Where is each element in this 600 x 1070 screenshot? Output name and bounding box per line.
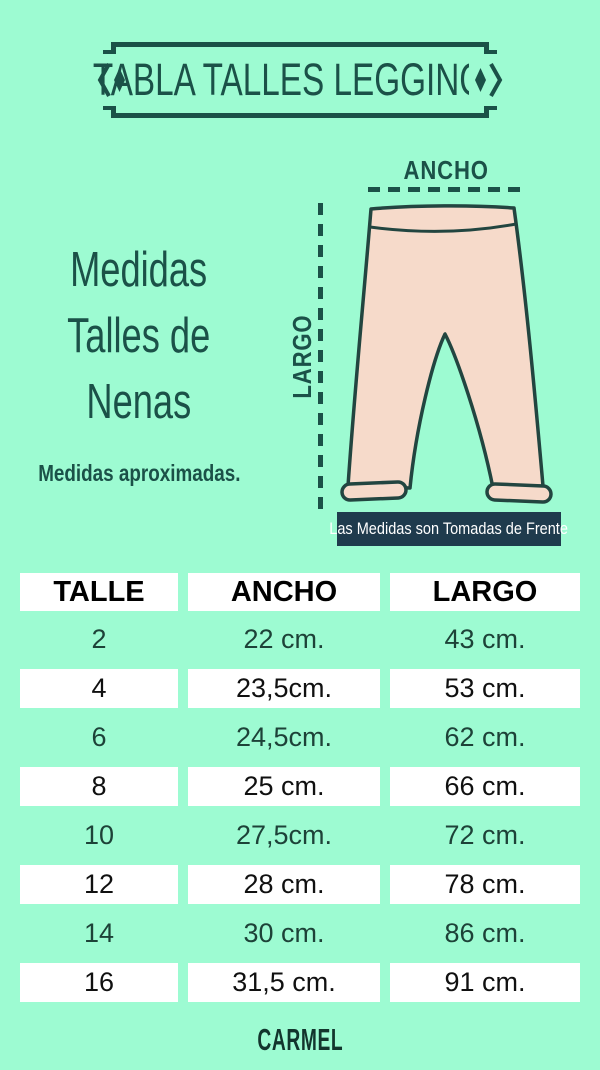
col-header-largo: LARGO [390,573,580,611]
chevron-left-icon [97,63,111,97]
table-row: 2 22 cm. 43 cm. [20,615,580,664]
cell-largo: 62 cm. [444,722,526,752]
plaque-left-ornament [91,54,131,106]
heading-line: Medidas [70,243,208,297]
length-measure-label: LARGO [287,314,317,400]
cell-largo: 91 cm. [390,963,580,1002]
plaque-corner-notch [103,105,116,118]
col-header-talle: TALLE [20,573,178,611]
table-row: 4 23,5cm. 53 cm. [20,664,580,713]
heading-line: Talles de [67,309,211,363]
cell-largo: 78 cm. [390,865,580,904]
table-row: 6 24,5cm. 62 cm. [20,713,580,762]
table-row: 16 31,5 cm. 91 cm. [20,958,580,1007]
plaque-corner-notch [484,42,497,55]
cell-largo: 43 cm. [444,624,526,654]
width-measure-label: ANCHO [403,155,490,185]
table-row: 8 25 cm. 66 cm. [20,762,580,811]
table-row: 10 27,5cm. 72 cm. [20,811,580,860]
cell-ancho: 22 cm. [243,624,325,654]
cell-largo: 86 cm. [444,918,526,948]
table-row: 12 28 cm. 78 cm. [20,860,580,909]
waistband-seam [369,222,517,233]
cell-largo: 66 cm. [390,767,580,806]
leggings-body [346,204,545,490]
cell-ancho: 23,5cm. [188,669,380,708]
cell-ancho: 30 cm. [243,918,325,948]
cell-talle: 8 [20,767,178,806]
page-title: TABLA TALLES LEGGINGS [92,54,508,105]
heading-line: Nenas [86,375,192,429]
chevron-right-icon [489,63,503,97]
size-table: TALLE ANCHO LARGO 2 22 cm. 43 cm. 4 23,5… [20,573,580,1007]
cell-talle: 6 [91,722,107,752]
cell-ancho: 27,5cm. [235,820,333,850]
cell-largo: 72 cm. [444,820,526,850]
title-plaque: TABLA TALLES LEGGINGS [91,42,509,118]
table-header-row: TALLE ANCHO LARGO [20,573,580,615]
cell-talle: 16 [20,963,178,1002]
col-header-ancho: ANCHO [188,573,380,611]
cell-ancho: 24,5cm. [235,722,333,752]
cell-largo: 53 cm. [390,669,580,708]
diamond-icon [475,68,486,92]
width-dashed-line [368,187,525,192]
cell-talle: 14 [83,918,115,948]
left-cuff [340,480,408,502]
cell-ancho: 31,5 cm. [188,963,380,1002]
leggings-illustration [340,204,553,504]
right-cuff [485,482,553,504]
plaque-corner-notch [103,42,116,55]
cell-talle: 12 [20,865,178,904]
approx-note: Medidas aproximadas. [37,460,241,486]
plaque-right-ornament [469,54,509,106]
section-heading: Medidas Talles de Nenas [10,237,268,435]
table-row: 14 30 cm. 86 cm. [20,909,580,958]
plaque-corner-notch [484,105,497,118]
diamond-icon [114,68,125,92]
length-dashed-line [318,203,323,513]
diagram-caption: Las Medidas son Tomadas de Frente [330,512,568,546]
cell-ancho: 25 cm. [188,767,380,806]
cell-talle: 4 [20,669,178,708]
table-body: 2 22 cm. 43 cm. 4 23,5cm. 53 cm. 6 24,5c… [20,615,580,1007]
cell-ancho: 28 cm. [188,865,380,904]
cell-talle: 10 [83,820,115,850]
brand-logo: CARMEL [257,1022,343,1057]
cell-talle: 2 [91,624,107,654]
